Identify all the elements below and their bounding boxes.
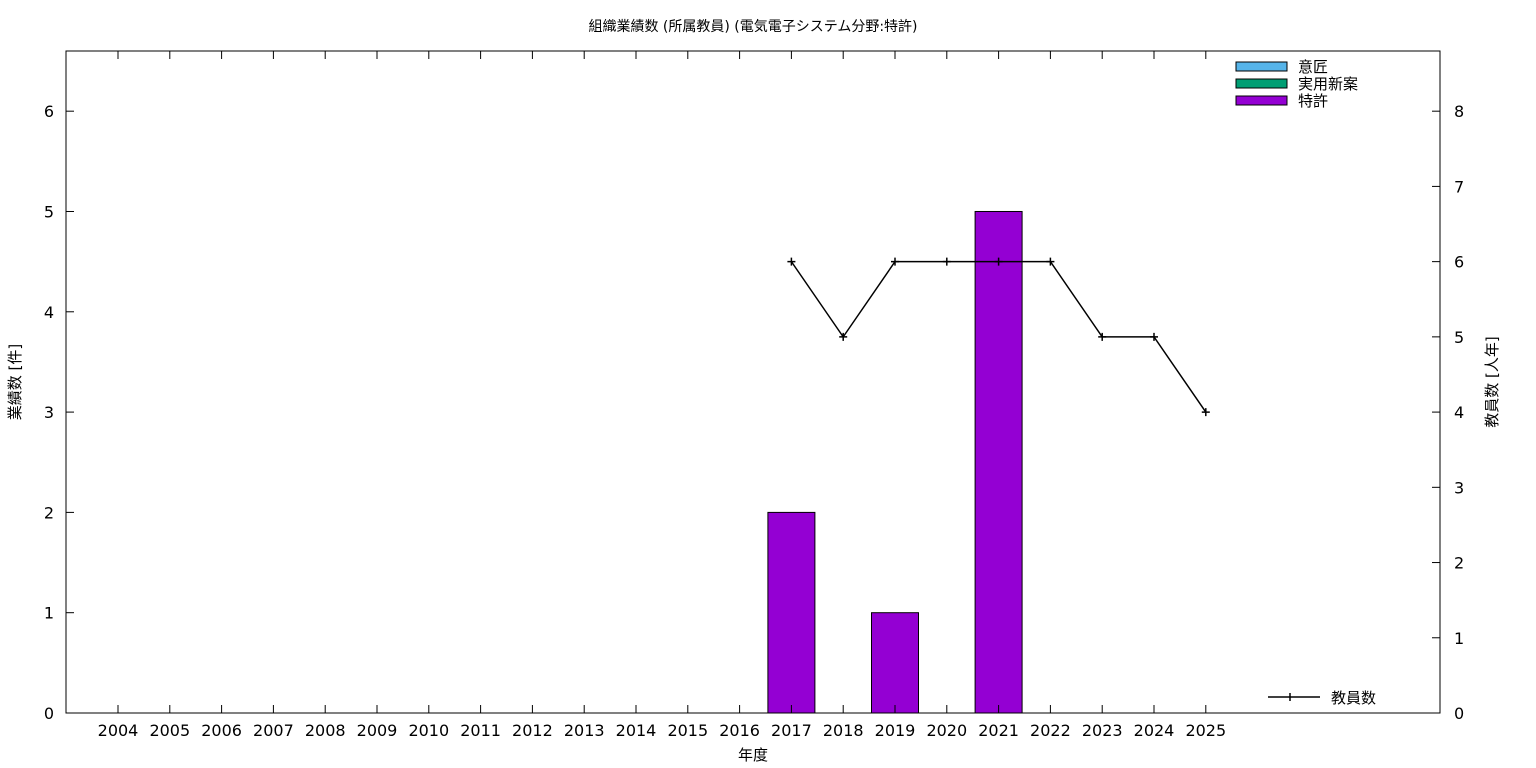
legend-label: 特許 bbox=[1298, 92, 1328, 110]
bar-2017 bbox=[767, 511, 816, 714]
x-tick-label: 2012 bbox=[512, 721, 553, 740]
left-tick-label: 6 bbox=[44, 102, 54, 121]
bar-2021 bbox=[974, 210, 1023, 714]
x-tick-label: 2018 bbox=[823, 721, 864, 740]
teacher-count-point-2020 bbox=[942, 257, 951, 266]
x-tick-label: 2015 bbox=[667, 721, 708, 740]
chart-title: 組織業績数 (所属教員) (電気電子システム分野:特許) bbox=[588, 19, 917, 35]
x-tick-label: 2025 bbox=[1185, 721, 1226, 740]
left-tick-label: 0 bbox=[44, 704, 54, 723]
left-tick-label: 1 bbox=[44, 604, 54, 623]
right-tick-label: 1 bbox=[1454, 629, 1464, 648]
right-axis-title: 教員数 [人年] bbox=[1483, 336, 1501, 427]
x-tick-label: 2006 bbox=[201, 721, 242, 740]
teacher-count-line-layer bbox=[787, 257, 1210, 417]
legend-swatch bbox=[1235, 61, 1288, 72]
right-tick-label: 7 bbox=[1454, 177, 1464, 196]
x-tick-label: 2021 bbox=[978, 721, 1019, 740]
left-axis: 0 1 2 3 4 5 6 bbox=[44, 102, 74, 723]
legend-label: 教員数 bbox=[1331, 689, 1376, 707]
legend-label: 実用新案 bbox=[1298, 75, 1358, 93]
left-tick-label: 3 bbox=[44, 403, 54, 422]
x-tick-label: 2017 bbox=[771, 721, 812, 740]
x-tick-label: 2007 bbox=[253, 721, 294, 740]
teacher-count-point-2022 bbox=[1046, 257, 1055, 266]
x-tick-label: 2009 bbox=[357, 721, 398, 740]
x-tick-label: 2023 bbox=[1082, 721, 1123, 740]
teacher-count-point-2019 bbox=[891, 257, 899, 266]
right-tick-label: 3 bbox=[1454, 478, 1464, 497]
teacher-count-point-2021 bbox=[994, 257, 1003, 266]
x-tick-label: 2020 bbox=[926, 721, 967, 740]
left-tick-label: 5 bbox=[44, 202, 54, 221]
teacher-count-point-2017 bbox=[787, 257, 796, 266]
bars-layer bbox=[767, 210, 1023, 714]
x-tick-label: 2013 bbox=[564, 721, 605, 740]
left-tick-label: 4 bbox=[44, 303, 54, 322]
legend-swatch bbox=[1235, 78, 1288, 89]
legend-label: 意匠 bbox=[1298, 58, 1328, 76]
teacher-count-point-2025 bbox=[1201, 408, 1210, 417]
x-tick-label: 2016 bbox=[719, 721, 760, 740]
plot-frame bbox=[65, 50, 1441, 714]
x-tick-label: 2014 bbox=[616, 721, 657, 740]
x-tick-label: 2019 bbox=[875, 721, 916, 740]
right-tick-label: 8 bbox=[1454, 102, 1464, 121]
right-axis: 0 1 2 3 4 5 6 7 8 bbox=[1432, 102, 1464, 723]
right-tick-label: 0 bbox=[1454, 704, 1464, 723]
teacher-count-point-2023 bbox=[1098, 332, 1107, 341]
x-tick-label: 2011 bbox=[460, 721, 501, 740]
teacher-count-point-2018 bbox=[839, 332, 848, 341]
x-tick-label: 2022 bbox=[1030, 721, 1071, 740]
teacher-count-point-2024 bbox=[1150, 332, 1158, 341]
x-tick-label: 2008 bbox=[305, 721, 346, 740]
x-axis: 2004 2005 2006 2007 2008 2009 2010 2011 2012 2013… bbox=[98, 51, 1226, 740]
x-tick-label: 2005 bbox=[149, 721, 190, 740]
right-tick-label: 5 bbox=[1454, 328, 1464, 347]
x-tick-label: 2004 bbox=[98, 721, 139, 740]
right-tick-label: 4 bbox=[1454, 403, 1464, 422]
x-axis-title: 年度 bbox=[738, 746, 768, 764]
right-tick-label: 6 bbox=[1454, 253, 1464, 272]
left-axis-title: 業績数 [件] bbox=[6, 344, 24, 420]
left-tick-label: 2 bbox=[44, 503, 54, 522]
right-tick-label: 2 bbox=[1454, 554, 1464, 573]
x-tick-label: 2010 bbox=[408, 721, 449, 740]
bar-2019 bbox=[871, 612, 919, 714]
x-tick-label: 2024 bbox=[1134, 721, 1175, 740]
legend-swatch bbox=[1235, 95, 1288, 106]
